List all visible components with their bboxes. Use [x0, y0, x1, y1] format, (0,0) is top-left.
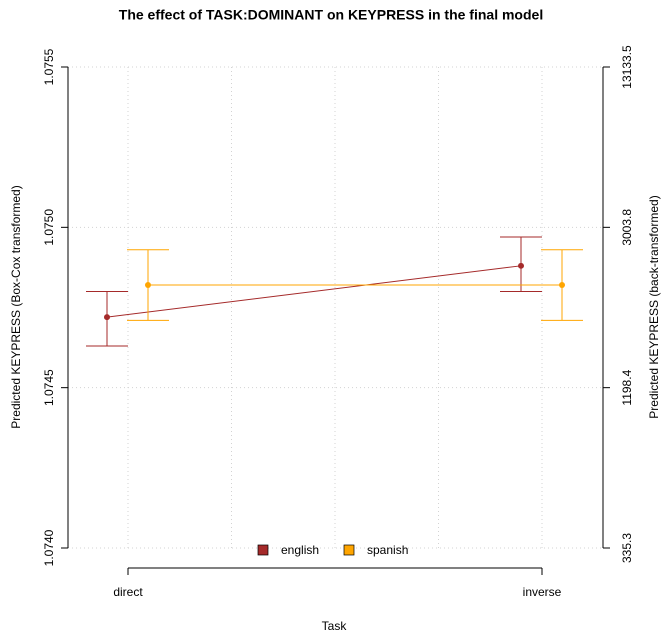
y-tick-label: 1.0745: [42, 369, 56, 406]
y-tick-label: 1.0755: [42, 48, 56, 85]
point: [559, 282, 565, 289]
legend-swatch: [257, 544, 269, 556]
point: [518, 262, 524, 269]
legend-label: spanish: [367, 543, 408, 557]
x-axis-label: Task: [322, 619, 348, 633]
x-tick-label: inverse: [523, 585, 562, 599]
series-line: [106, 265, 522, 318]
y2-tick-label: 3003.8: [620, 209, 634, 246]
point: [104, 314, 110, 321]
y-tick-label: 1.0750: [42, 209, 56, 246]
legend-label: english: [281, 543, 319, 557]
y2-tick-label: 13133.5: [620, 45, 634, 89]
y2-tick-label: 1198.4: [620, 369, 634, 405]
y2-axis-label: Predicted KEYPRESS (back-transformed): [647, 195, 661, 418]
y2-tick-label: 335.3: [620, 533, 634, 563]
chart-title: The effect of TASK:DOMINANT on KEYPRESS …: [119, 7, 543, 23]
point: [145, 282, 151, 289]
y-tick-label: 1.0740: [42, 529, 56, 566]
x-tick-label: direct: [113, 585, 143, 599]
y-axis-label: Predicted KEYPRESS (Box-Cox transformed): [9, 185, 23, 428]
legend-swatch: [343, 544, 355, 556]
